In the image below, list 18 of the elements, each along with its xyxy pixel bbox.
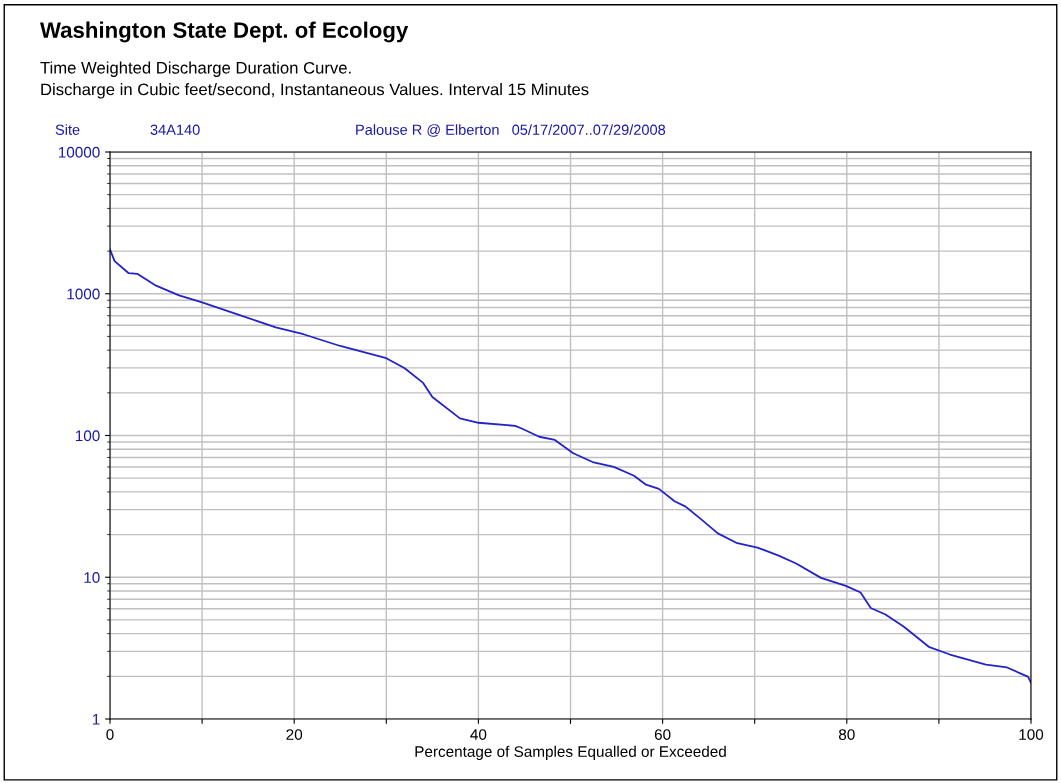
x-tick-label: 80 (838, 729, 855, 740)
y-tick-label: 100 (75, 430, 100, 442)
y-tick-label: 10 (84, 572, 100, 583)
x-tick-label: 40 (470, 729, 487, 740)
y-tick-label: 1000 (67, 288, 100, 300)
x-tick-label: 0 (106, 729, 114, 740)
text: 34A140 (150, 124, 200, 135)
x-tick-label: 20 (286, 729, 303, 740)
chart-subtitle: Time Weighted Discharge Duration Curve. Discharge in Cubic feet/second, Instantaneous Values. Interval 15 Minutes (40, 61, 589, 99)
chart-title: Washington State Dept. of Ecology (40, 21, 409, 43)
y-tick-label: 1 (92, 714, 100, 725)
line-series (110, 248, 1031, 684)
y-tick-label: 10000 (58, 146, 100, 158)
text: Site (55, 124, 80, 135)
x-axis-title: Percentage of Samples Equalled or Exceeded (415, 745, 726, 760)
x-tick-label: 60 (654, 729, 671, 740)
x-tick-label: 100 (1019, 729, 1044, 740)
text: Palouse R @ Elberton 05/17/2007..07/29/2008 (356, 124, 666, 137)
